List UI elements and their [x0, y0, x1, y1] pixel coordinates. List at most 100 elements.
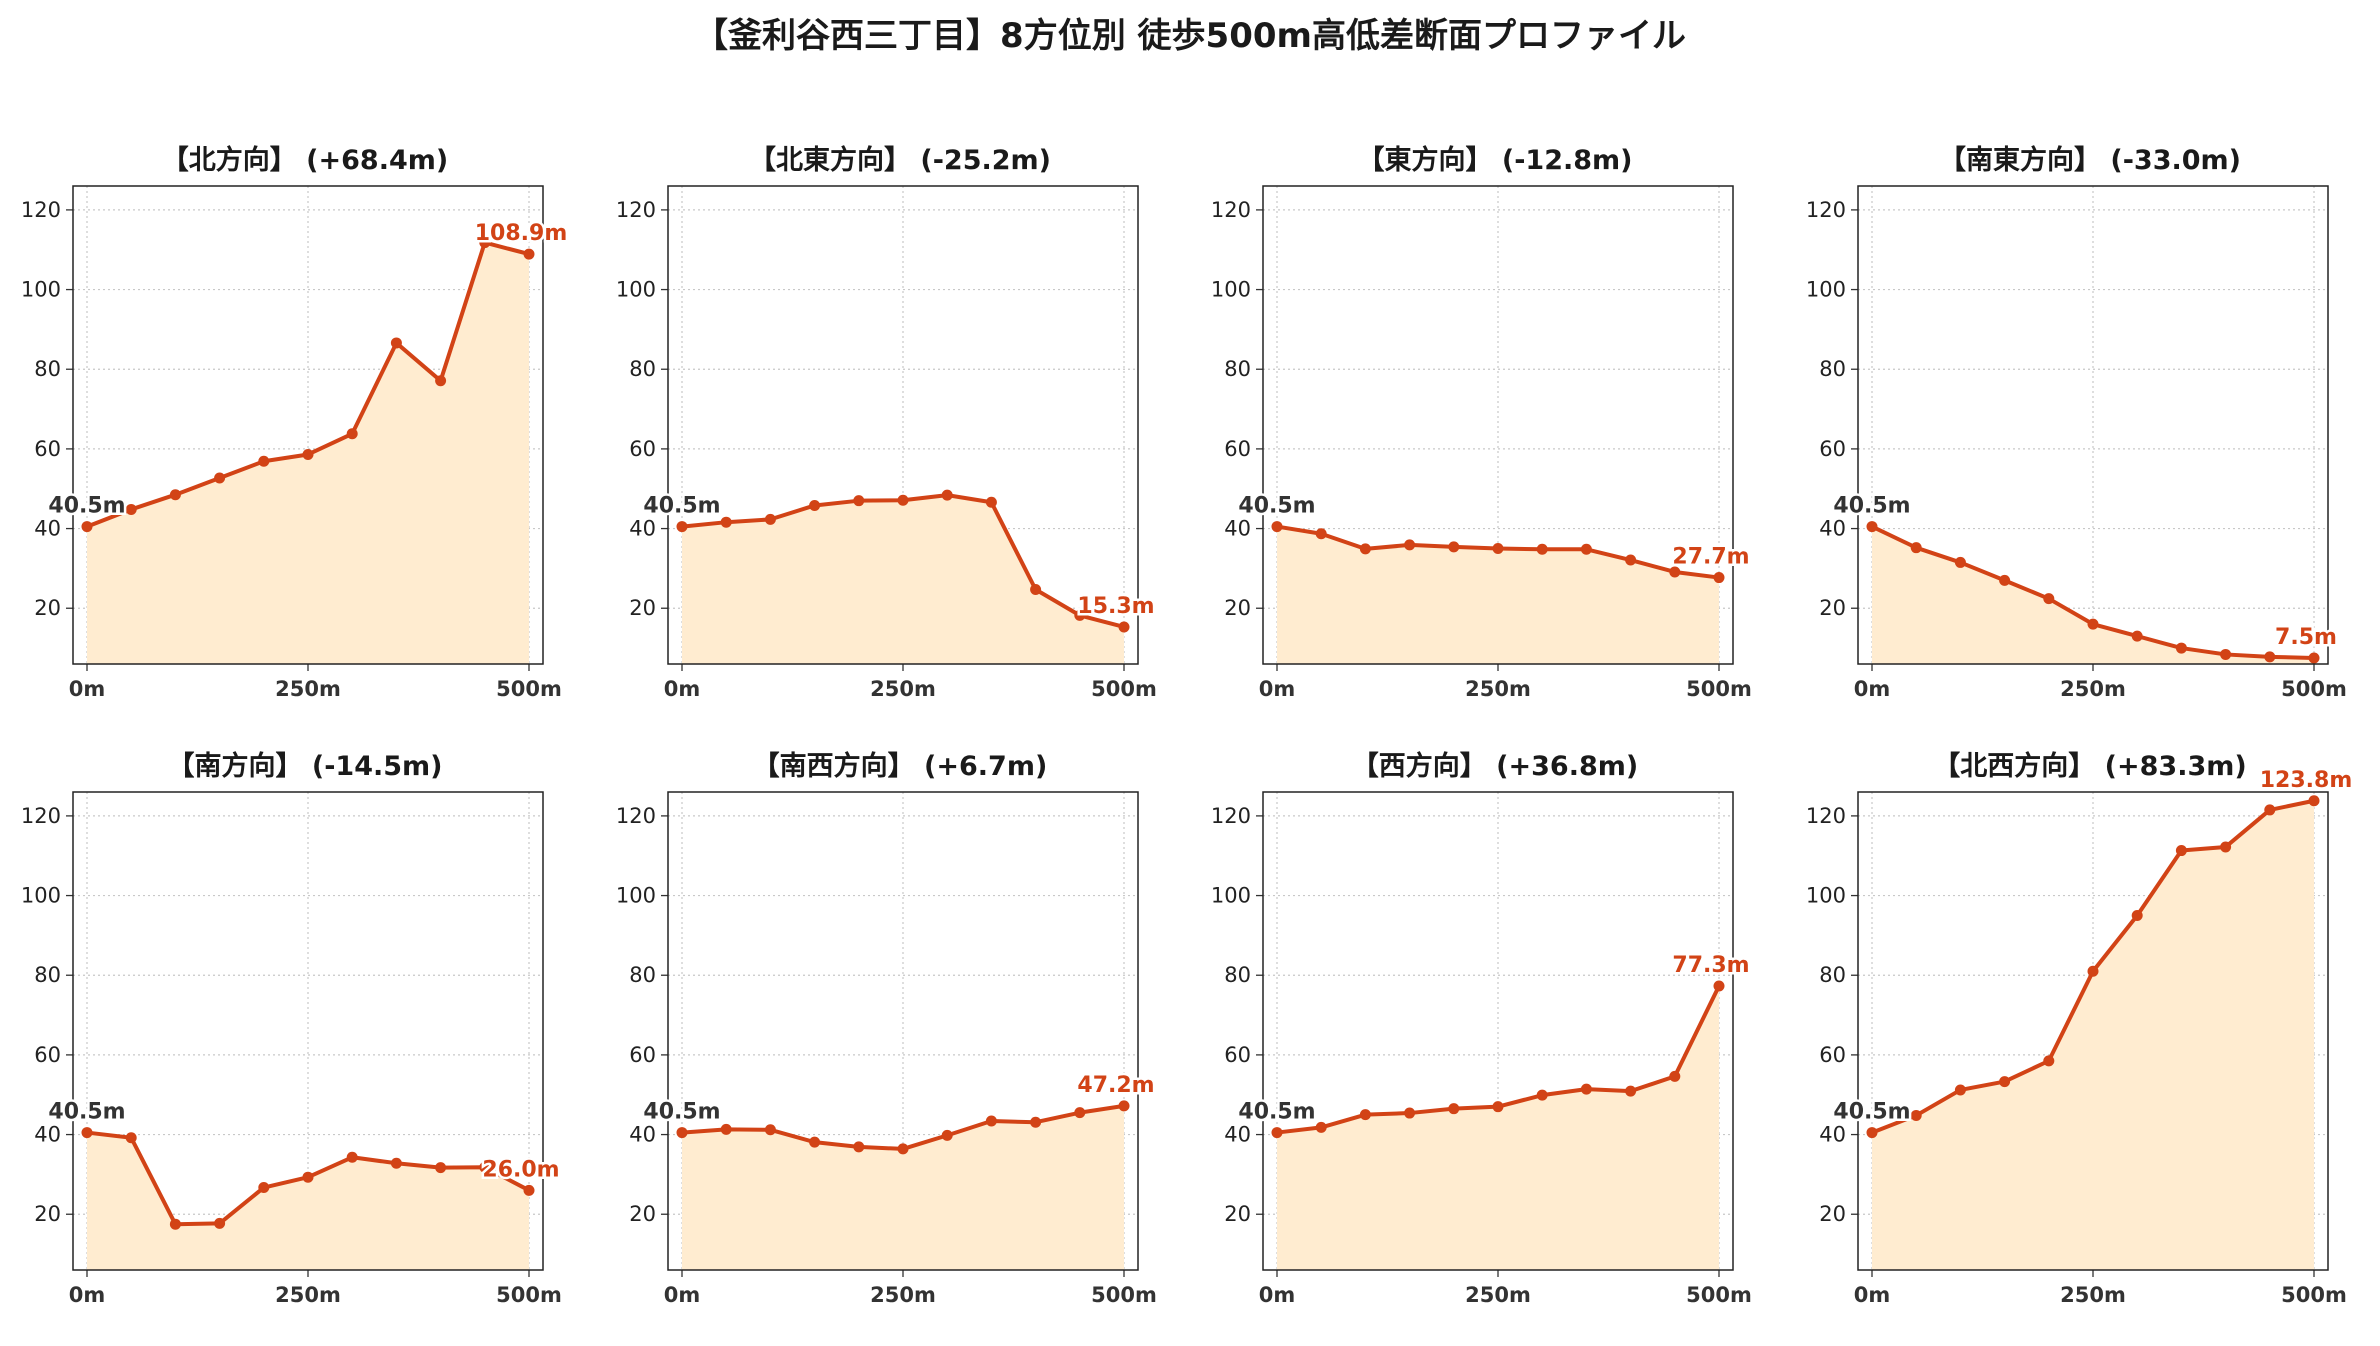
data-point [897, 1143, 909, 1155]
data-point [258, 1182, 270, 1194]
x-tick-label: 0m [1854, 677, 1891, 701]
chart-svg: 20 40 60 80 100 120 0m 250m 500m 40.5m 27.7m [1211, 185, 1752, 701]
y-tick-label: 120 [21, 198, 61, 222]
end-elevation-label: 7.5m [2275, 625, 2337, 650]
data-point [2131, 630, 2143, 642]
data-point [390, 337, 402, 349]
x-tick-label: 250m [2060, 677, 2126, 701]
data-point [1954, 1084, 1966, 1096]
data-point [809, 1136, 821, 1148]
y-tick-label: 40 [1819, 517, 1846, 541]
chart-svg: 20 40 60 80 100 120 0m 250m 500m 40.5m 108.9m [21, 185, 570, 701]
y-tick-label: 40 [1224, 517, 1251, 541]
y-tick-label: 80 [1224, 357, 1251, 381]
data-point [346, 428, 358, 440]
data-point [941, 489, 953, 501]
data-point [2043, 1055, 2055, 1067]
x-tick-label: 0m [69, 1283, 106, 1307]
y-tick-label: 20 [629, 1202, 656, 1226]
y-tick-label: 100 [1211, 278, 1251, 302]
data-point [676, 521, 688, 533]
chart-svg: 20 40 60 80 100 120 0m 250m 500m 40.5m 123.8m [1806, 765, 2355, 1307]
panel-title: 【南西方向】 (+6.7m) [752, 751, 1048, 782]
data-point [1954, 556, 1966, 568]
data-point [302, 448, 314, 460]
data-point [764, 1124, 776, 1136]
plot-frame [1857, 791, 2329, 1271]
x-tick-label: 250m [1465, 677, 1531, 701]
data-point [1580, 543, 1592, 555]
panel-title: 【東方向】 (-12.8m) [1357, 145, 1633, 176]
chart-panel: 【南方向】 (-14.5m) 20 40 60 80 100 120 0m 250m 500m 40… [21, 736, 565, 1346]
start-elevation-label: 40.5m [1238, 1100, 1315, 1125]
y-tick-label: 20 [1224, 1202, 1251, 1226]
x-tick-label: 500m [1686, 1283, 1752, 1307]
data-point [169, 489, 181, 501]
panel-title: 【西方向】 (+36.8m) [1351, 751, 1639, 782]
data-point [1669, 566, 1681, 578]
x-tick-label: 500m [1091, 677, 1157, 701]
data-point [853, 495, 865, 507]
data-point [125, 1132, 137, 1144]
data-point [302, 1171, 314, 1183]
data-point [720, 516, 732, 528]
x-tick-label: 250m [2060, 1283, 2126, 1307]
data-point [720, 1123, 732, 1135]
data-point [985, 1115, 997, 1127]
y-tick-label: 120 [616, 804, 656, 828]
data-point [764, 513, 776, 525]
data-point [479, 1161, 491, 1173]
y-tick-label: 60 [1819, 1043, 1846, 1067]
data-point [1030, 584, 1042, 596]
y-tick-label: 20 [34, 1202, 61, 1226]
elevation-area [682, 1105, 1124, 1270]
start-elevation-label: 40.5m [48, 494, 125, 519]
y-tick-label: 60 [1819, 437, 1846, 461]
data-point [1625, 1085, 1637, 1097]
data-point [2087, 618, 2099, 630]
x-tick-label: 500m [496, 677, 562, 701]
y-tick-label: 60 [34, 1043, 61, 1067]
x-tick-label: 250m [870, 677, 936, 701]
y-tick-label: 80 [34, 357, 61, 381]
x-tick-label: 250m [870, 1283, 936, 1307]
x-tick-label: 250m [275, 677, 341, 701]
data-point [2087, 965, 2099, 977]
y-tick-label: 80 [1819, 357, 1846, 381]
y-tick-label: 20 [1819, 596, 1846, 620]
y-tick-label: 60 [1224, 1043, 1251, 1067]
elevation-area [87, 242, 529, 664]
y-tick-label: 120 [1806, 198, 1846, 222]
data-point [390, 1157, 402, 1169]
chart-panel: 【北西方向】 (+83.3m) 20 40 60 80 100 120 0m 250m 500m 4… [1806, 736, 2355, 1346]
data-point [125, 503, 137, 515]
end-elevation-label: 47.2m [1077, 1073, 1154, 1098]
y-tick-label: 120 [1211, 198, 1251, 222]
y-tick-label: 120 [616, 198, 656, 222]
data-point [676, 1127, 688, 1139]
y-tick-label: 40 [629, 1123, 656, 1147]
data-point [1448, 541, 1460, 553]
y-tick-label: 120 [1806, 804, 1846, 828]
data-point [1910, 1109, 1922, 1121]
elevation-area [682, 495, 1124, 664]
plot-frame [667, 791, 1139, 1271]
start-elevation-label: 40.5m [48, 1100, 125, 1125]
plot-frame [1857, 185, 2329, 665]
start-elevation-label: 40.5m [1238, 494, 1315, 519]
data-point [1118, 621, 1130, 633]
data-point [523, 248, 535, 260]
data-point [2131, 909, 2143, 921]
data-point [1492, 542, 1504, 554]
chart-svg: 20 40 60 80 100 120 0m 250m 500m 40.5m 47.2m [616, 791, 1157, 1307]
start-elevation-label: 40.5m [1833, 494, 1910, 519]
data-point [2220, 648, 2232, 660]
chart-panel: 【北東方向】 (-25.2m) 20 40 60 80 100 120 0m 250m 500m 4… [616, 130, 1160, 740]
data-point [81, 1127, 93, 1139]
data-point [1580, 1083, 1592, 1095]
y-tick-label: 60 [34, 437, 61, 461]
chart-panel: 【西方向】 (+36.8m) 20 40 60 80 100 120 0m 250m 500m 40… [1211, 736, 1755, 1346]
elevation-area [1277, 526, 1719, 664]
data-point [1359, 1109, 1371, 1121]
y-tick-label: 20 [1819, 1202, 1846, 1226]
